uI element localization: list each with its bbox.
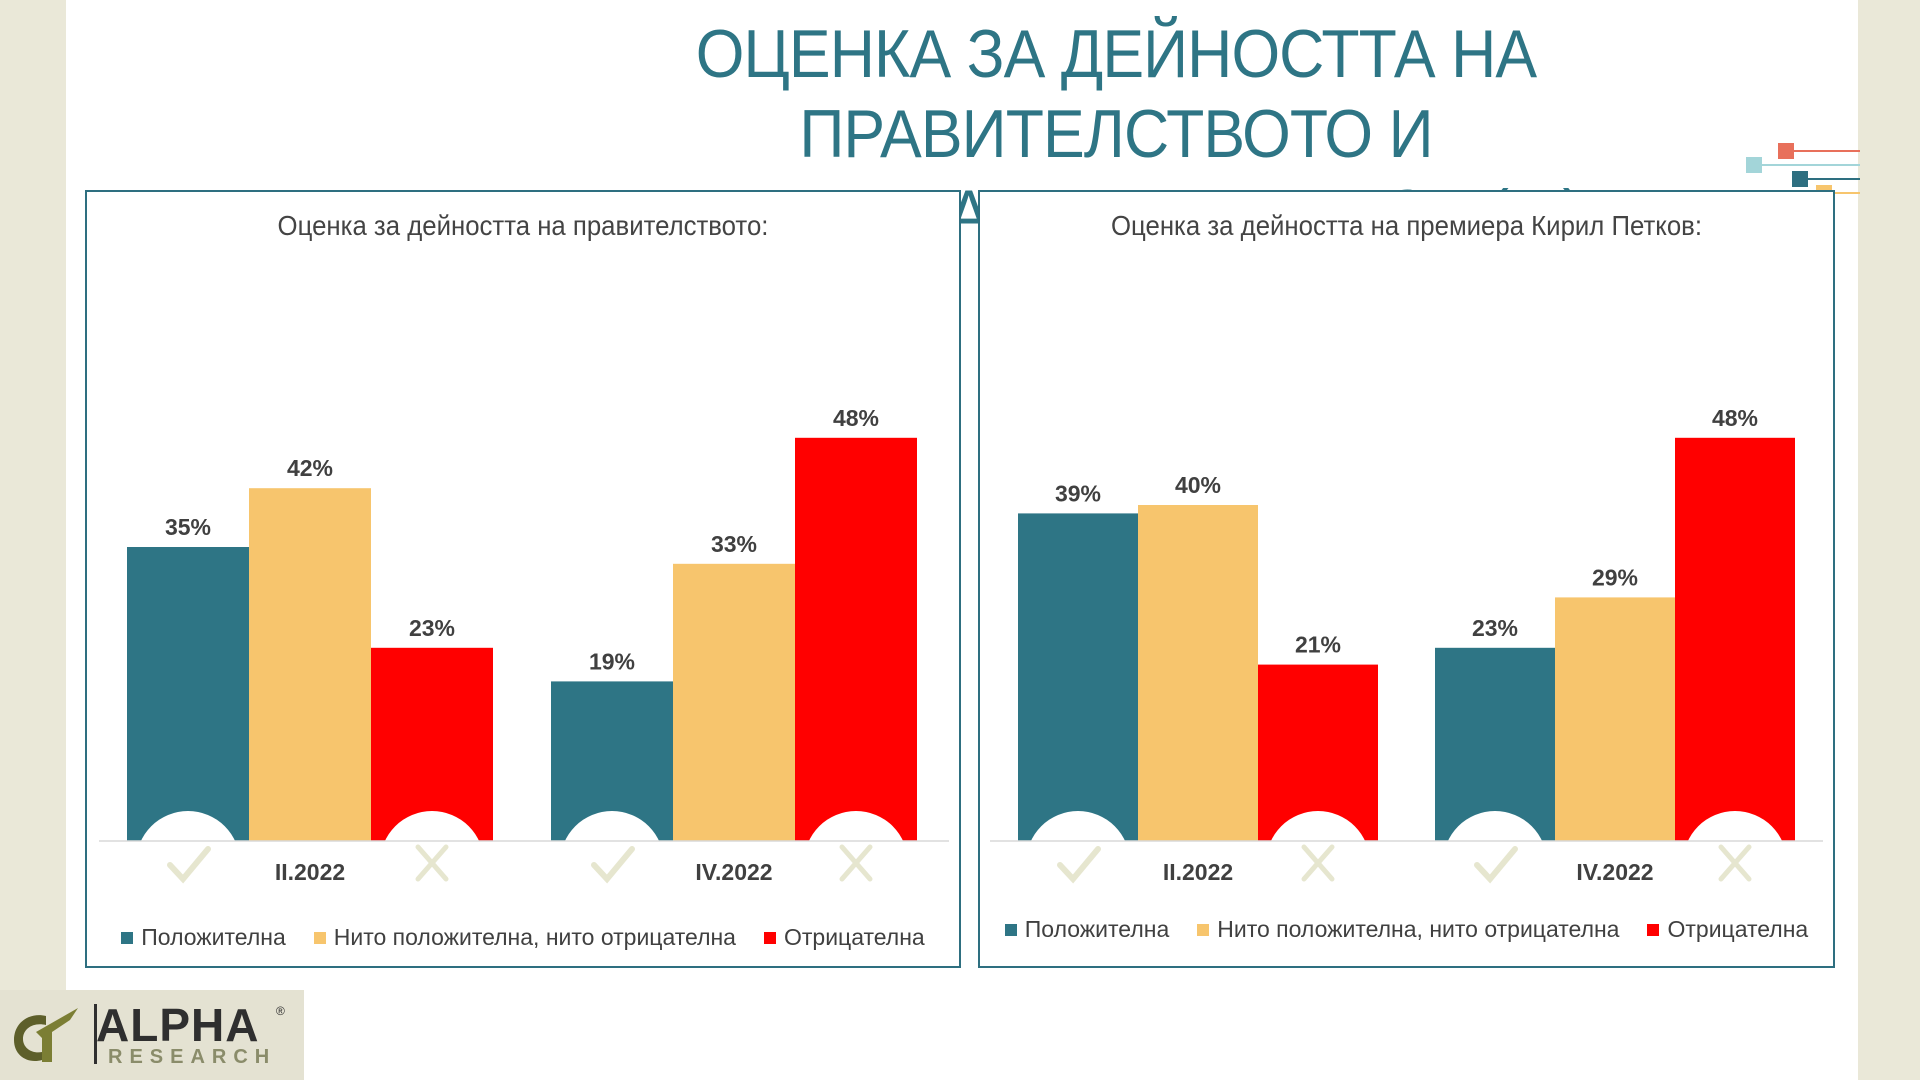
deco-square-cyan <box>1746 157 1762 173</box>
category-label: IV.2022 <box>1576 859 1653 885</box>
legend-swatch-positive <box>121 931 134 944</box>
deco-square-teal <box>1792 171 1808 187</box>
legend-label: Положителна <box>141 924 286 950</box>
bar-negative <box>795 437 917 841</box>
deco-line-teal <box>1808 178 1860 180</box>
chart-panel-government: Оценка за дейността на правителството: 3… <box>85 190 961 968</box>
data-label: 33% <box>711 531 757 557</box>
check-icon <box>1057 846 1101 884</box>
logo-registered: ® <box>276 1004 285 1018</box>
slide-title-line-1: ОЦЕНКА ЗА ДЕЙНОСТТА НА ПРАВИТЕЛСТВОТО И <box>695 16 1537 172</box>
bar-neutral <box>673 563 795 841</box>
deco-line-red <box>1794 150 1860 152</box>
legend-item-negative: Отрицателна <box>763 924 925 951</box>
legend-item-neutral: Нито положителна, нито отрицателна <box>1197 916 1619 943</box>
deco-line-cyan <box>1762 164 1860 166</box>
check-icon <box>1474 846 1518 884</box>
deco-line-yellow <box>1832 192 1860 194</box>
data-label: 35% <box>165 514 211 540</box>
data-label: 39% <box>1055 480 1101 506</box>
category-label: II.2022 <box>1163 859 1233 885</box>
chart-legend: Положителна Нито положителна, нито отриц… <box>87 924 959 951</box>
legend-swatch-neutral <box>1197 923 1210 936</box>
legend-item-negative: Отрицателна <box>1647 916 1808 943</box>
chart-panel-prime-minister: Оценка за дейността на премиера Кирил Пе… <box>978 190 1835 968</box>
bar-positive <box>127 547 249 841</box>
data-label: 40% <box>1175 472 1221 498</box>
logo-research-text: RESEARCH <box>108 1046 277 1068</box>
legend-label: Отрицателна <box>783 924 925 950</box>
legend-item-positive: Положителна <box>121 924 286 951</box>
legend-swatch-positive <box>1004 923 1017 936</box>
check-icon <box>591 846 635 884</box>
legend-swatch-negative <box>1647 923 1660 936</box>
cross-icon <box>1718 844 1752 882</box>
chart-title: Оценка за дейността на правителството: <box>277 210 769 241</box>
check-badge <box>560 811 664 915</box>
alpha-research-logo: ALPHA ® RESEARCH <box>0 990 304 1080</box>
data-label: 23% <box>1472 615 1518 641</box>
legend-item-neutral: Нито положителна, нито отрицателна <box>313 924 736 951</box>
category-label: IV.2022 <box>695 859 772 885</box>
legend-label: Положителна <box>1024 916 1170 942</box>
chart-title: Оценка за дейността на премиера Кирил Пе… <box>1110 210 1702 241</box>
category-label: II.2022 <box>275 859 345 885</box>
bar-neutral <box>1555 597 1675 841</box>
legend-label: Нито положителна, нито отрицателна <box>1217 916 1620 942</box>
deco-square-red <box>1778 143 1794 159</box>
bar-neutral <box>249 488 371 841</box>
cross-icon <box>415 844 449 882</box>
cross-icon <box>839 844 873 882</box>
bar-negative <box>371 647 493 841</box>
legend-label: Нито положителна, нито отрицателна <box>333 924 736 950</box>
legend-label: Отрицателна <box>1667 916 1809 942</box>
bar-chart-prime-minister: 39% 40% 21% II.2022 23% 29% 48% IV.2022 <box>990 405 1823 915</box>
bar-neutral <box>1138 505 1258 841</box>
data-label: 29% <box>1592 564 1638 590</box>
data-label: 48% <box>833 405 879 431</box>
check-badge <box>1026 811 1130 915</box>
bar-chart-government: 35% 42% 23% II.2022 19% 33% 48% IV.2022 <box>99 405 949 915</box>
legend-swatch-negative <box>763 931 776 944</box>
bar-negative <box>1675 437 1795 841</box>
legend-item-positive: Положителна <box>1004 916 1170 943</box>
legend-swatch-neutral <box>313 931 326 944</box>
bar-positive <box>1435 647 1555 841</box>
check-icon <box>167 846 211 884</box>
check-badge <box>1443 811 1547 915</box>
data-label: 21% <box>1295 632 1341 658</box>
cross-icon <box>1301 844 1335 882</box>
data-label: 42% <box>287 455 333 481</box>
data-label: 19% <box>589 648 635 674</box>
check-badge <box>136 811 240 915</box>
logo-divider <box>94 1004 97 1064</box>
bar-positive <box>1018 513 1138 841</box>
data-label: 23% <box>409 615 455 641</box>
chart-legend: Положителна Нито положителна, нито отриц… <box>980 916 1833 943</box>
data-label: 48% <box>1712 405 1758 431</box>
alpha-logo-icon <box>14 1008 78 1062</box>
logo-alpha-text: ALPHA <box>96 999 260 1051</box>
